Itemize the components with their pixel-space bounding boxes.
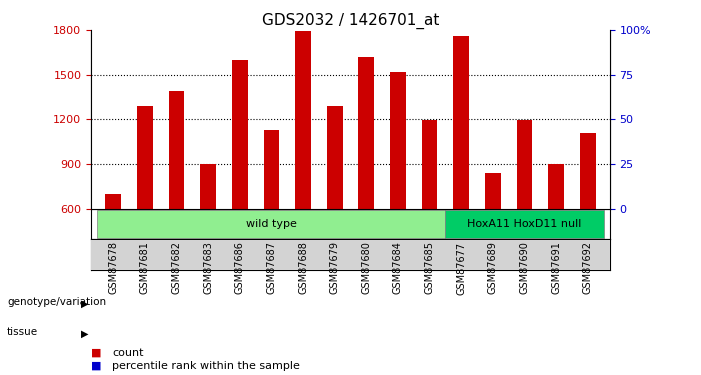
Text: GSM87677: GSM87677 [456, 242, 466, 295]
Text: GSM87679: GSM87679 [329, 242, 340, 294]
Bar [200, 164, 216, 209]
Title: GDS2032 / 1426701_at: GDS2032 / 1426701_at [261, 12, 440, 28]
FancyBboxPatch shape [445, 210, 604, 238]
Bar [517, 120, 532, 208]
Text: GSM87689: GSM87689 [488, 242, 498, 294]
FancyBboxPatch shape [445, 241, 604, 268]
Text: HoxA11 HoxD11 null: HoxA11 HoxD11 null [468, 219, 582, 229]
Text: GSM87692: GSM87692 [583, 242, 593, 294]
Text: GSM87685: GSM87685 [425, 242, 435, 294]
Bar [232, 60, 247, 208]
Text: GSM87683: GSM87683 [203, 242, 213, 294]
Text: metanephric mesenchyme: metanephric mesenchyme [133, 250, 283, 259]
Text: metanephric mesenchyme: metanephric mesenchyme [449, 250, 599, 259]
Bar [264, 130, 279, 209]
Bar [580, 134, 596, 209]
Bar [548, 164, 564, 209]
Text: GSM87687: GSM87687 [266, 242, 276, 294]
Bar [390, 72, 406, 209]
Bar [358, 57, 374, 208]
Text: genotype/variation: genotype/variation [7, 297, 106, 307]
Bar [454, 36, 469, 209]
Text: ■: ■ [91, 361, 102, 370]
Text: GSM87684: GSM87684 [393, 242, 403, 294]
Text: GSM87688: GSM87688 [298, 242, 308, 294]
Text: wild type: wild type [246, 219, 297, 229]
Text: tissue: tissue [7, 327, 38, 337]
Text: GSM87690: GSM87690 [519, 242, 529, 294]
Text: count: count [112, 348, 144, 357]
FancyBboxPatch shape [97, 241, 319, 268]
Text: ▶: ▶ [81, 299, 88, 309]
Text: GSM87686: GSM87686 [235, 242, 245, 294]
Text: GSM87681: GSM87681 [140, 242, 150, 294]
FancyBboxPatch shape [319, 241, 445, 268]
Text: ureteric bud: ureteric bud [348, 250, 416, 259]
Text: percentile rank within the sample: percentile rank within the sample [112, 361, 300, 370]
Text: GSM87680: GSM87680 [361, 242, 372, 294]
Bar [295, 32, 311, 208]
Bar [422, 120, 437, 208]
FancyBboxPatch shape [97, 210, 445, 238]
Bar [137, 106, 153, 208]
Text: GSM87682: GSM87682 [172, 242, 182, 294]
Text: ■: ■ [91, 348, 102, 357]
Bar [327, 106, 343, 208]
Bar [485, 173, 501, 208]
Text: ▶: ▶ [81, 329, 88, 339]
Bar [105, 194, 121, 208]
Bar [169, 91, 184, 208]
Text: GSM87678: GSM87678 [108, 242, 118, 294]
Text: GSM87691: GSM87691 [551, 242, 561, 294]
